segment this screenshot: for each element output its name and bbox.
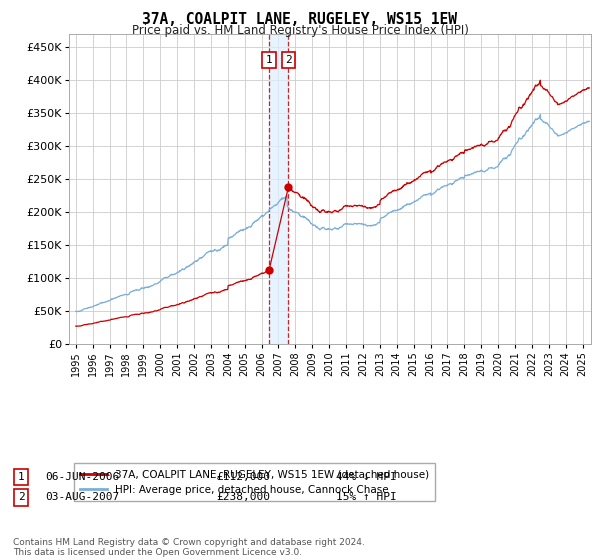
Text: 44% ↓ HPI: 44% ↓ HPI: [336, 472, 397, 482]
Text: 37A, COALPIT LANE, RUGELEY, WS15 1EW: 37A, COALPIT LANE, RUGELEY, WS15 1EW: [143, 12, 458, 27]
Text: 06-JUN-2006: 06-JUN-2006: [45, 472, 119, 482]
Text: 1: 1: [17, 472, 25, 482]
Text: 15% ↑ HPI: 15% ↑ HPI: [336, 492, 397, 502]
Text: 2: 2: [17, 492, 25, 502]
Text: Contains HM Land Registry data © Crown copyright and database right 2024.
This d: Contains HM Land Registry data © Crown c…: [13, 538, 365, 557]
Text: 2: 2: [285, 55, 292, 65]
Legend: 37A, COALPIT LANE, RUGELEY, WS15 1EW (detached house), HPI: Average price, detac: 37A, COALPIT LANE, RUGELEY, WS15 1EW (de…: [74, 463, 435, 501]
Text: £238,000: £238,000: [216, 492, 270, 502]
Text: £112,000: £112,000: [216, 472, 270, 482]
Bar: [269, 34, 289, 344]
Text: 1: 1: [266, 55, 272, 65]
Text: Price paid vs. HM Land Registry's House Price Index (HPI): Price paid vs. HM Land Registry's House …: [131, 24, 469, 36]
Text: 03-AUG-2007: 03-AUG-2007: [45, 492, 119, 502]
